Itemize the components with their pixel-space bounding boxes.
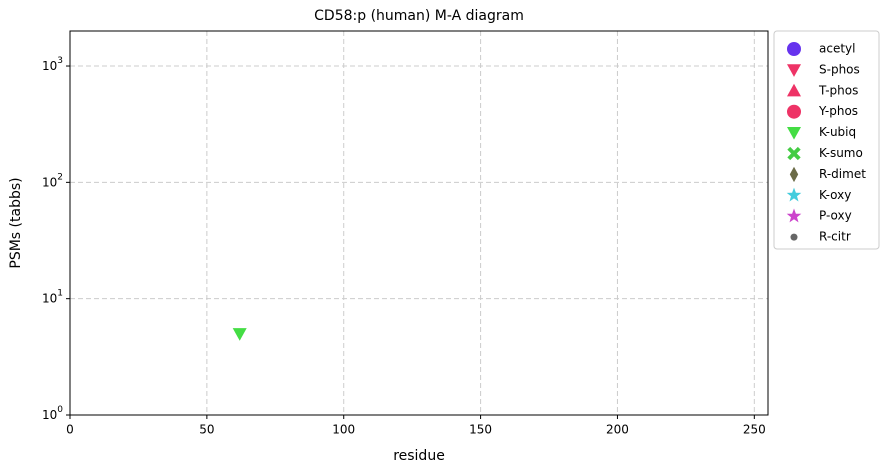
x-tick-label: 0 [66, 423, 74, 437]
y-tick-label: 103 [42, 56, 63, 73]
x-tick-label: 250 [743, 423, 766, 437]
tick-base: 10 [42, 408, 57, 422]
legend-label: K-ubiq [819, 125, 856, 139]
legend-label: acetyl [819, 42, 855, 56]
x-axis-label: residue [393, 448, 445, 464]
legend-marker [787, 146, 801, 161]
y-tick-label: 100 [42, 405, 63, 422]
tick-exp: 0 [57, 405, 63, 415]
legend-marker [789, 166, 799, 183]
legend-label: K-oxy [819, 188, 851, 202]
y-tick-label: 102 [42, 172, 63, 189]
legend-label: R-citr [819, 230, 851, 244]
tick-exp: 2 [57, 172, 63, 182]
legend-marker [787, 104, 801, 119]
tick-exp: 3 [57, 56, 63, 66]
tick-base: 10 [42, 59, 57, 73]
legend-label: P-oxy [819, 209, 852, 223]
x-tick-label: 150 [469, 423, 492, 437]
tick-base: 10 [42, 175, 57, 189]
legend-marker [786, 187, 802, 202]
plot-frame [69, 30, 769, 416]
legend-label: T-phos [818, 83, 858, 97]
legend-marker [787, 64, 801, 77]
x-tick-label: 100 [332, 423, 355, 437]
tick-exp: 1 [57, 288, 63, 298]
y-tick-label: 101 [42, 288, 63, 305]
legend-marker [786, 208, 802, 223]
legend-marker [790, 233, 798, 241]
data-point [232, 328, 247, 341]
legend-marker [787, 83, 801, 97]
legend-label: S-phos [819, 62, 860, 76]
legend-marker [787, 42, 801, 56]
legend-label: K-sumo [819, 146, 863, 160]
x-tick-label: 50 [199, 423, 214, 437]
chart-title: CD58:p (human) M-A diagram [314, 8, 524, 24]
legend-box [773, 30, 880, 250]
tick-base: 10 [42, 291, 57, 305]
y-axis-label: PSMs (tabbs) [8, 177, 24, 268]
x-tick-label: 200 [606, 423, 629, 437]
legend-marker [787, 127, 801, 140]
legend-label: Y-phos [818, 104, 858, 118]
legend-label: R-dimet [819, 167, 866, 181]
